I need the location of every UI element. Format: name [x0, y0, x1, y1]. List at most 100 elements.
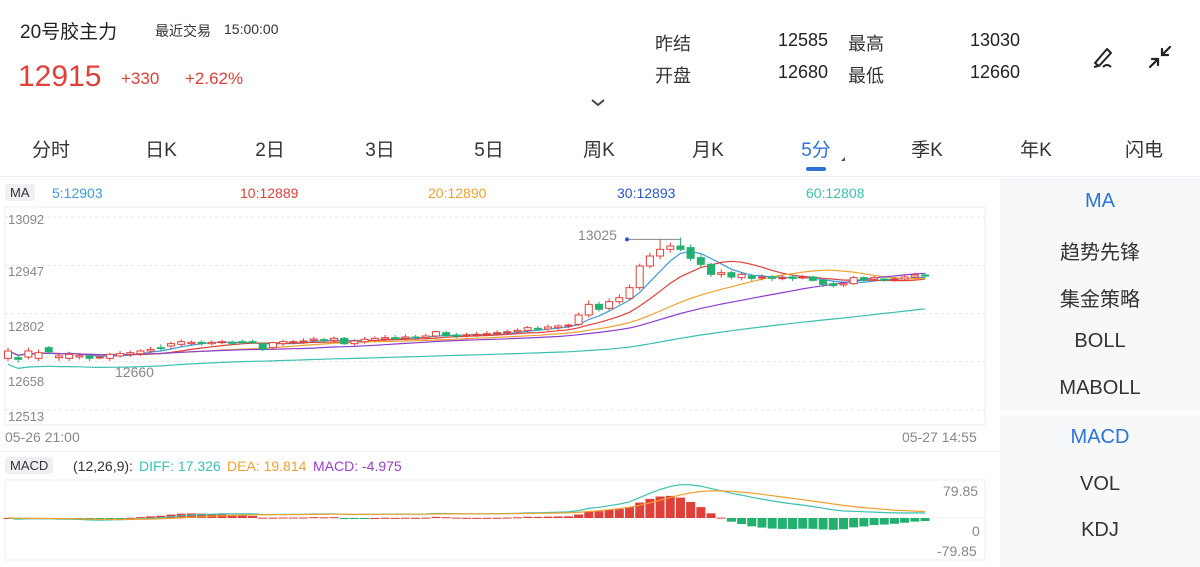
candle: [747, 273, 756, 281]
candle: [75, 353, 84, 360]
candle-body: [900, 276, 909, 280]
macd-bar: [869, 518, 879, 526]
candle: [24, 347, 33, 360]
macd-bar: [125, 517, 135, 519]
candle-body: [299, 340, 308, 343]
tab-5min[interactable]: 5分: [801, 140, 831, 161]
candle-body: [258, 343, 267, 350]
candle: [350, 339, 359, 346]
candle-body: [370, 337, 379, 341]
tab-week-k[interactable]: 周K: [583, 140, 615, 161]
period-caret-icon[interactable]: [837, 157, 845, 161]
macd-bar: [625, 507, 635, 518]
tab-5day[interactable]: 5日: [474, 140, 504, 161]
macd-bar: [146, 516, 156, 518]
candle: [910, 272, 919, 279]
macd-bar: [370, 517, 380, 519]
tab-month-k[interactable]: 月K: [692, 140, 724, 161]
macd-bar: [808, 518, 818, 529]
ma-tag[interactable]: MA: [5, 184, 35, 201]
tab-3day[interactable]: 3日: [365, 140, 395, 161]
indicator-macd[interactable]: MACD: [1070, 426, 1130, 448]
macd-bar: [349, 518, 359, 519]
macd-bar: [288, 517, 298, 519]
active-tab-indicator: [806, 167, 826, 171]
indicator-boll[interactable]: BOLL: [1074, 330, 1126, 352]
macd-chart[interactable]: [0, 478, 1000, 563]
candle: [584, 300, 593, 318]
low-value: 12660: [969, 62, 1020, 82]
indicator-kdj[interactable]: KDJ: [1081, 519, 1119, 541]
candle-body: [431, 331, 440, 337]
candle-body: [380, 337, 389, 340]
macd-bar: [411, 517, 421, 519]
candle-body: [4, 350, 12, 359]
macd-bar: [248, 515, 258, 518]
candle: [503, 329, 512, 335]
tab-day-k[interactable]: 日K: [145, 140, 177, 161]
candle-body: [503, 331, 512, 334]
candle-body: [605, 301, 614, 309]
candle: [574, 312, 583, 326]
candle: [105, 352, 114, 361]
tab-fenshi[interactable]: 分时: [31, 140, 70, 161]
macd-bar: [645, 498, 655, 518]
candle: [431, 330, 440, 338]
candle: [778, 275, 787, 281]
candle-body: [462, 334, 471, 337]
macd-bar: [614, 509, 624, 518]
macd-bar: [726, 518, 736, 522]
candle: [330, 336, 339, 343]
tab-flash[interactable]: 闪电: [1124, 140, 1163, 161]
indicator-trend[interactable]: 趋势先锋: [1060, 242, 1140, 264]
candle-body: [116, 353, 125, 357]
price-tick: 13092: [8, 212, 45, 227]
prev-settle-label: 昨结: [655, 34, 691, 54]
candle: [116, 351, 125, 358]
indicator-ma[interactable]: MA: [1085, 190, 1115, 212]
tab-season-k[interactable]: 季K: [911, 140, 943, 161]
macd-bar: [553, 516, 563, 518]
candle-body: [696, 257, 705, 265]
candle-body: [880, 278, 889, 281]
candle: [258, 342, 267, 351]
high-label: 最高: [848, 34, 884, 54]
high-value: 13030: [969, 30, 1020, 50]
candle: [645, 252, 654, 269]
candle-body: [14, 357, 23, 360]
candle: [544, 324, 553, 331]
indicator-strategy[interactable]: 集金策略: [1060, 289, 1140, 311]
candle-body: [187, 341, 196, 345]
draw-pen-icon[interactable]: [1088, 42, 1118, 72]
candle-body: [207, 341, 216, 345]
macd-bar: [105, 518, 115, 520]
macd-tag[interactable]: MACD: [5, 457, 54, 474]
candle-body: [75, 355, 84, 358]
indicator-vol[interactable]: VOL: [1079, 473, 1121, 495]
candle-body: [44, 347, 53, 353]
macd-bar: [512, 517, 522, 519]
macd-bar: [798, 518, 808, 529]
macd-bar: [706, 513, 716, 518]
macd-tick: 0: [972, 523, 980, 539]
macd-bar: [319, 517, 329, 519]
candle-body: [289, 341, 298, 344]
macd-bar: [563, 516, 573, 518]
tab-year-k[interactable]: 年K: [1020, 140, 1052, 161]
candle: [268, 341, 277, 350]
macd-bar: [889, 518, 899, 524]
candle-body: [65, 353, 74, 359]
macd-bar: [441, 517, 451, 519]
candlestick-chart[interactable]: [0, 205, 1000, 430]
chevron-down-icon[interactable]: [590, 95, 606, 113]
tab-2day[interactable]: 2日: [255, 140, 285, 161]
candle-body: [533, 327, 542, 330]
candle: [146, 347, 155, 354]
macd-bar: [788, 518, 798, 530]
indicator-maboll[interactable]: MABOLL: [1059, 377, 1141, 399]
candle: [228, 340, 237, 345]
candle-body: [686, 247, 695, 259]
candle: [819, 279, 828, 287]
collapse-icon[interactable]: [1145, 42, 1175, 72]
candle: [870, 275, 879, 281]
